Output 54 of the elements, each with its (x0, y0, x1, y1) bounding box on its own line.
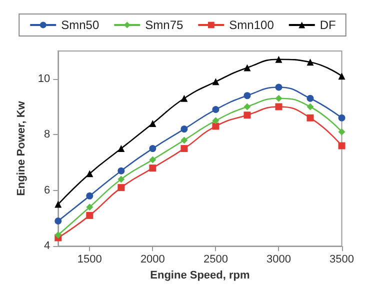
point (149, 145, 156, 152)
legend-label: Smn100 (229, 18, 274, 32)
x-tick-label: 2500 (203, 254, 228, 266)
point (54, 200, 62, 208)
point (244, 92, 251, 100)
x-tick-label: 3500 (330, 254, 354, 266)
point (86, 204, 94, 211)
y-tick-label: 10 (38, 72, 50, 85)
point (86, 192, 94, 200)
y-tick-label: 6 (44, 184, 50, 196)
point (118, 145, 125, 152)
point (180, 126, 188, 133)
point (306, 103, 314, 110)
point (275, 56, 282, 63)
point (86, 170, 94, 178)
point (306, 114, 314, 122)
point (306, 58, 314, 66)
point (212, 117, 220, 124)
y-tick-label: 4 (44, 240, 50, 252)
point (275, 84, 282, 91)
point (212, 122, 220, 130)
point (86, 212, 94, 219)
point (338, 128, 346, 136)
point (338, 142, 346, 150)
point (54, 218, 62, 225)
point (118, 167, 125, 174)
legend-label: DF (320, 18, 336, 32)
point (212, 78, 220, 86)
x-tick-label: 2000 (140, 254, 165, 266)
point (306, 94, 314, 102)
legend-label: Smn50 (61, 18, 100, 32)
point (180, 136, 188, 144)
point (118, 176, 125, 183)
x-axis-title: Engine Speed, rpm (150, 270, 250, 282)
point (118, 184, 125, 192)
point (149, 164, 156, 172)
x-tick-label: 1500 (77, 254, 102, 266)
point (149, 156, 156, 164)
point (275, 94, 282, 102)
point (338, 114, 346, 122)
y-axis-title: Engine Power, Kw (16, 100, 28, 196)
y-tick-label: 8 (44, 128, 50, 141)
point (180, 94, 188, 102)
point (180, 145, 188, 152)
point (212, 106, 220, 114)
point (244, 64, 251, 72)
point (244, 112, 251, 119)
legend-label: Smn75 (145, 18, 184, 32)
point (149, 120, 156, 127)
point (54, 231, 62, 238)
point (338, 72, 346, 80)
x-tick-label: 3000 (266, 254, 291, 266)
point (275, 103, 282, 110)
point (244, 103, 251, 110)
